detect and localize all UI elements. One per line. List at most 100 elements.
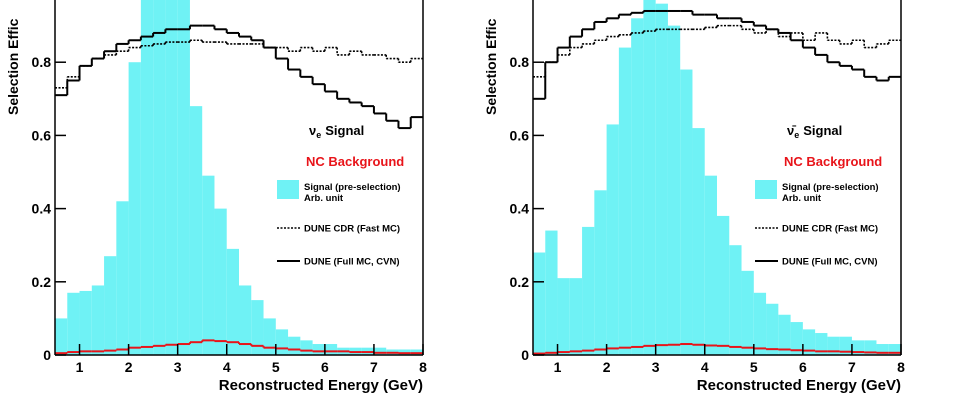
signal-bin	[300, 340, 313, 355]
y-tick-label: 0.4	[32, 201, 52, 217]
x-tick-label: 5	[272, 359, 280, 375]
signal-bin	[251, 300, 264, 355]
x-tick-label: 8	[897, 359, 905, 375]
x-tick-label: 5	[750, 359, 758, 375]
signal-bin	[753, 292, 767, 355]
signal-subscript: e	[794, 130, 799, 140]
legend-label: Signal (pre-selection)	[782, 182, 879, 193]
signal-subscript: e	[316, 130, 321, 140]
signal-bin	[177, 0, 190, 355]
signal-bin	[569, 278, 583, 355]
legend-label: DUNE (Full MC, CVN)	[782, 257, 878, 268]
legend-note: Arb. unit	[304, 193, 344, 204]
x-tick-label: 1	[76, 359, 84, 375]
signal-bin	[729, 245, 742, 355]
signal-bin	[643, 0, 656, 355]
signal-bin	[128, 62, 141, 355]
signal-bin	[790, 322, 803, 355]
signal-bin	[226, 248, 239, 355]
signal-bin	[533, 252, 546, 355]
signal-symbol: ν̄	[787, 123, 796, 138]
signal-bin	[815, 333, 828, 355]
signal-bin	[741, 270, 754, 355]
legend-label: DUNE CDR (Fast MC)	[782, 224, 878, 235]
signal-bin	[67, 292, 80, 355]
y-tick-label: 0.6	[510, 127, 530, 143]
signal-bin	[888, 344, 901, 355]
legend-label: NC Background	[784, 154, 882, 169]
x-axis-label: Reconstructed Energy (GeV)	[219, 377, 423, 394]
signal-bin	[618, 47, 632, 355]
legend-label: Signal (pre-selection)	[304, 182, 401, 193]
x-tick-label: 4	[701, 359, 709, 375]
signal-bin	[312, 344, 325, 355]
signal-bin	[606, 124, 619, 355]
x-tick-label: 6	[799, 359, 807, 375]
signal-bin	[778, 314, 791, 355]
y-tick-label: 0.6	[32, 127, 52, 143]
signal-bin	[91, 285, 105, 355]
y-tick-label: 0.4	[510, 201, 530, 217]
plot-area	[533, 0, 901, 355]
signal-bin	[373, 347, 387, 355]
signal-bin	[667, 25, 681, 355]
signal-label: ν̄e Signal	[787, 123, 842, 140]
signal-bin	[692, 128, 705, 355]
signal-bin	[263, 318, 276, 355]
signal-bin	[802, 329, 816, 355]
signal-bin	[864, 340, 877, 355]
signal-bin	[717, 215, 730, 355]
x-tick-label: 4	[223, 359, 231, 375]
signal-bin	[214, 208, 227, 355]
signal-bin	[655, 3, 668, 355]
x-tick-label: 3	[174, 359, 182, 375]
signal-label: νe Signal	[309, 123, 364, 140]
signal-bin	[680, 69, 693, 355]
panel: 0 0.2 0.4 0.6 0.8 1 2 3 4 5 6 7 8 Reconstructed Energ…	[483, 0, 905, 394]
panel: 0 0.2 0.4 0.6 0.8 1 2 3 4 5 6 7 8 Reconstructed Energ…	[5, 0, 427, 394]
x-tick-label: 7	[848, 359, 856, 375]
x-tick-label: 1	[554, 359, 562, 375]
y-tick-label: 0.8	[510, 54, 530, 70]
x-tick-label: 2	[603, 359, 611, 375]
signal-text: Signal	[325, 123, 364, 138]
y-tick-label: 0.8	[32, 54, 52, 70]
signal-bin	[557, 278, 570, 355]
signal-bin	[594, 190, 607, 355]
signal-bin	[631, 18, 644, 355]
y-tick-label: 0	[43, 347, 51, 363]
x-tick-label: 6	[321, 359, 329, 375]
legend-note: Arb. unit	[782, 193, 822, 204]
signal-bin	[288, 336, 301, 355]
signal-bin	[202, 175, 215, 355]
signal-bin	[704, 175, 717, 355]
x-tick-label: 2	[125, 359, 133, 375]
signal-bin	[766, 303, 779, 355]
signal-bin	[275, 329, 289, 355]
signal-bin	[545, 230, 558, 355]
legend-swatch	[277, 180, 299, 199]
signal-bin	[165, 0, 178, 355]
signal-bin	[116, 201, 129, 355]
y-axis-label: Selection Effic	[5, 18, 21, 115]
x-tick-label: 7	[370, 359, 378, 375]
x-tick-label: 8	[419, 359, 427, 375]
y-tick-label: 0.2	[510, 274, 530, 290]
signal-text: Signal	[803, 123, 842, 138]
signal-bin	[104, 256, 117, 355]
signal-bin	[79, 290, 92, 355]
signal-bin	[324, 344, 338, 355]
y-axis-label: Selection Effic	[483, 18, 499, 115]
signal-bin	[582, 226, 595, 355]
signal-bin	[189, 106, 203, 355]
plot-area	[55, 0, 423, 355]
legend-label: NC Background	[306, 154, 404, 169]
y-tick-label: 0.2	[32, 274, 52, 290]
signal-bin	[876, 344, 889, 355]
y-tick-label: 0	[521, 347, 529, 363]
legend-swatch	[755, 180, 777, 199]
legend-label: DUNE CDR (Fast MC)	[304, 224, 400, 235]
signal-bin	[55, 318, 68, 355]
signal-bin	[839, 336, 852, 355]
